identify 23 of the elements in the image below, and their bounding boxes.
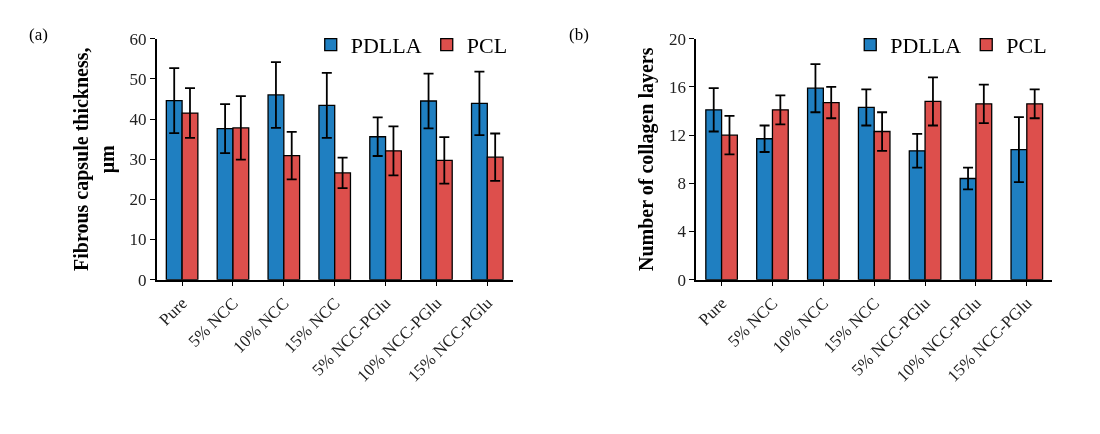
- y-tick-label: 50: [129, 69, 147, 89]
- y-tick-label: 30: [129, 150, 147, 170]
- y-tick-label: 12: [669, 126, 687, 146]
- y-tick-label: 60: [129, 29, 147, 49]
- legend-label: PCL: [1006, 33, 1047, 59]
- text: (a): [29, 25, 48, 44]
- y-tick-label: 0: [138, 270, 147, 290]
- y-tick-label: 40: [129, 110, 147, 130]
- y-tick-label: 20: [669, 29, 687, 49]
- y-tick-label: 16: [669, 77, 687, 97]
- y-tick-label: 4: [677, 222, 687, 242]
- y-axis-title: Fibrous capsule thickness, μm: [69, 47, 119, 272]
- y-tick-label: 20: [129, 190, 147, 210]
- y-tick-label: 8: [677, 174, 687, 194]
- y-axis-title: Number of collagen layers: [635, 47, 659, 271]
- x-tick-label: Pure: [155, 293, 191, 330]
- legend-label: PDLLA: [890, 33, 962, 59]
- y-tick-label: 0: [677, 270, 687, 290]
- text: (b): [569, 25, 589, 44]
- y-tick-label: 10: [129, 230, 147, 250]
- legend-label: PCL: [466, 33, 508, 59]
- x-tick-label: Pure: [694, 293, 731, 330]
- legend-label: PDLLA: [350, 33, 422, 59]
